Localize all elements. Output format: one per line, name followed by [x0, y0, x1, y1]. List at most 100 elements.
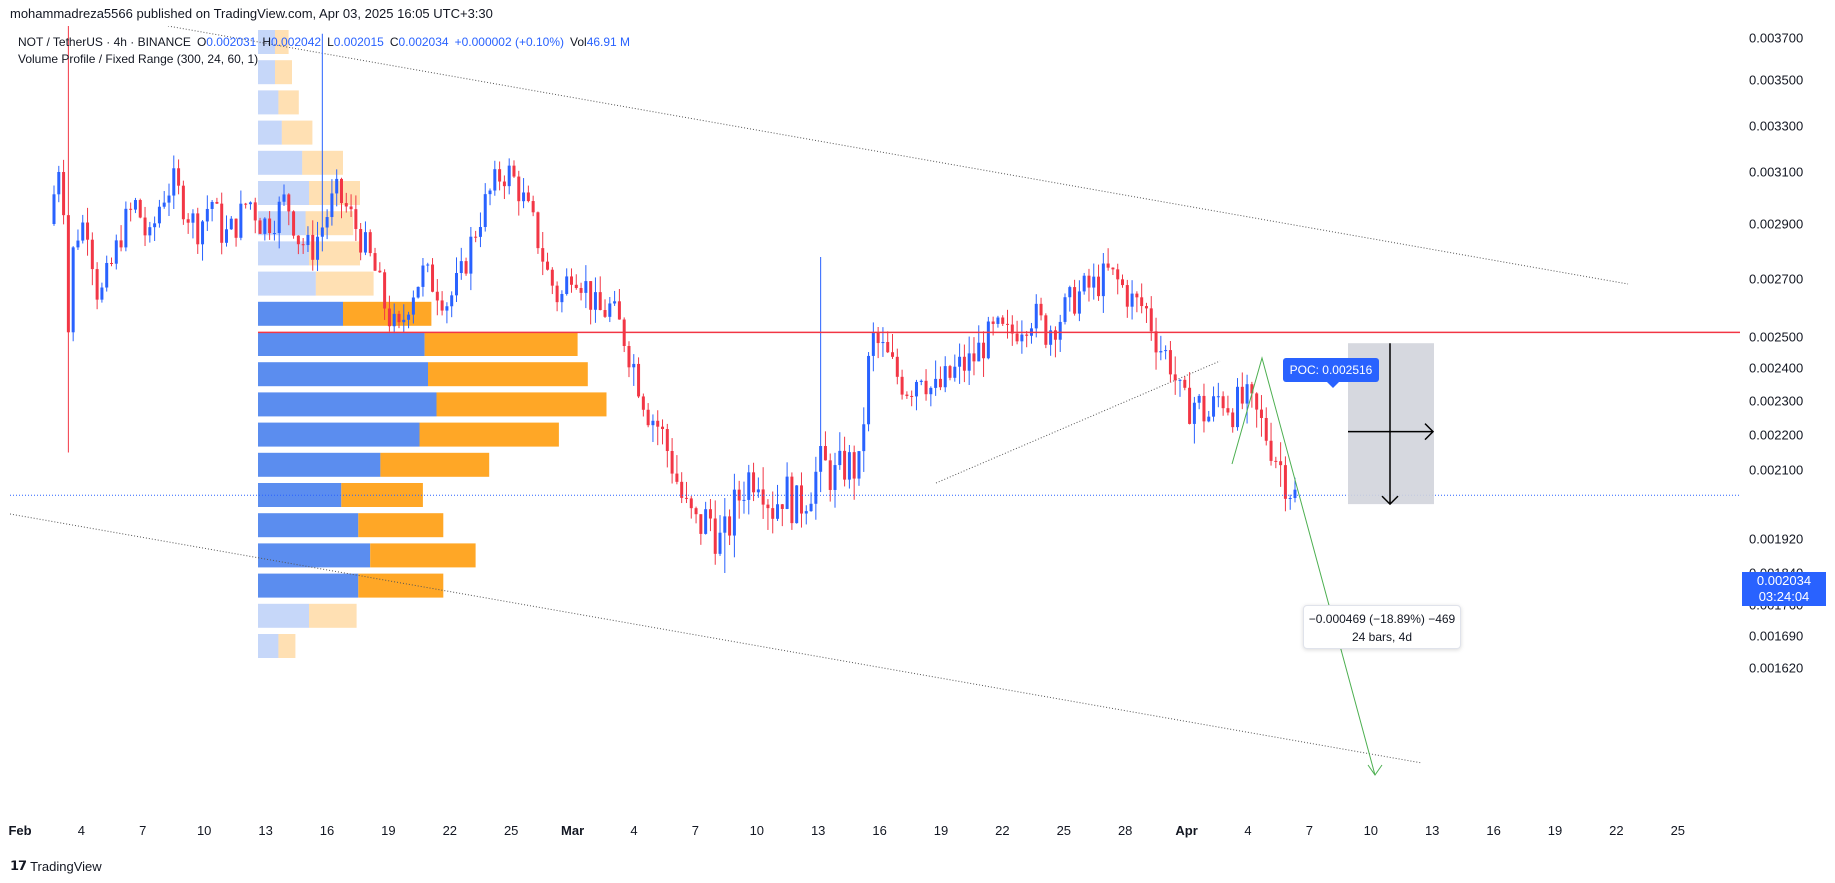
date-tick-label: 19 — [933, 823, 949, 838]
candle-body — [402, 319, 406, 323]
candle-body — [934, 378, 938, 388]
price-tick-label: 0.002100 — [1749, 462, 1804, 478]
tv-logo-icon: 𝟭𝟳 — [10, 858, 27, 873]
volume-profile-down-bar — [275, 30, 289, 54]
candle-body — [196, 213, 200, 245]
price-tick-label: 0.002700 — [1749, 271, 1804, 287]
candle-body — [1135, 293, 1139, 298]
publisher-line: mohammadreza5566 published on TradingVie… — [10, 6, 493, 21]
candle-body — [162, 202, 166, 207]
candle-body — [617, 301, 621, 320]
candle-body — [809, 503, 813, 512]
candle-body — [469, 236, 473, 274]
candle-body — [1092, 276, 1096, 288]
candle-body — [670, 451, 674, 474]
candle-body — [301, 244, 305, 246]
bar-countdown: 03:24:04 — [1758, 589, 1810, 604]
candle-body — [349, 206, 353, 210]
candle-body — [641, 396, 645, 410]
volume-profile-up-bar — [258, 603, 309, 628]
candle-body — [368, 232, 372, 254]
volume-profile-up-bar — [258, 543, 371, 568]
candle-body — [239, 203, 243, 238]
measurement-change: −0.000469 (−18.89%) −469 — [1308, 612, 1456, 626]
candle-body — [363, 232, 367, 253]
legend-indicator[interactable]: Volume Profile / Fixed Range (300, 24, 6… — [18, 52, 259, 66]
candle-body — [1144, 306, 1148, 309]
price-tick-label: 0.001920 — [1749, 531, 1804, 547]
candle-body — [177, 168, 181, 186]
date-tick-label: 13 — [258, 823, 273, 838]
candle-body — [938, 378, 942, 388]
candle-body — [292, 211, 296, 236]
candle-body — [819, 446, 823, 472]
date-tick-label: 28 — [1117, 823, 1133, 838]
volume-profile-down-bar — [419, 422, 559, 447]
candle-body — [541, 248, 545, 262]
candle-body — [488, 190, 492, 195]
lower-trendline — [9, 513, 1423, 764]
candle-body — [684, 497, 688, 499]
volume-profile — [258, 30, 607, 658]
volume-profile-down-bar — [424, 332, 578, 356]
volume-profile-up-bar — [258, 362, 428, 387]
candle-body — [153, 223, 157, 228]
candle-body — [52, 194, 56, 224]
measurement-duration: 24 bars, 4d — [1351, 630, 1413, 644]
volume-profile-up-bar — [258, 422, 420, 447]
legend-vol-label: Vol — [570, 35, 587, 49]
volume-profile-up-bar — [258, 573, 359, 598]
volume-profile-up-bar — [258, 150, 303, 175]
legend-close: 0.002034 — [398, 35, 449, 49]
candle-body — [718, 532, 722, 554]
candle-body — [172, 168, 176, 196]
candle-body — [1207, 416, 1211, 422]
measurement-arrowhead-right — [1424, 423, 1435, 441]
candle-body — [977, 342, 981, 362]
candle-body — [943, 366, 947, 388]
candle-body — [215, 201, 219, 204]
candle-body — [565, 276, 569, 294]
candle-body — [114, 240, 118, 264]
candle-body — [1077, 291, 1081, 314]
candle-body — [1010, 324, 1014, 334]
poc-label: POC: 0.002516 — [1283, 358, 1379, 388]
candle-body — [579, 288, 583, 293]
legend-symbol[interactable]: NOT / TetherUS · 4h · BINANCE — [18, 35, 191, 49]
candle-body — [498, 169, 502, 182]
candlestick-chart[interactable] — [9, 21, 1740, 812]
date-tick-label: 25 — [1670, 823, 1686, 838]
chart-plot-area[interactable] — [9, 21, 1740, 812]
candle-body — [478, 226, 482, 237]
candle-body — [1044, 315, 1048, 345]
candle-body — [234, 218, 238, 238]
volume-profile-down-bar — [358, 573, 444, 598]
candle-body — [459, 261, 463, 274]
candle-body — [507, 165, 511, 187]
candle-body — [282, 194, 286, 202]
candle-body — [1226, 408, 1230, 413]
projection-arrowhead — [1367, 764, 1383, 776]
candle-body — [862, 424, 866, 452]
chart-legend: NOT / TetherUS · 4h · BINANCE O0.002031 … — [18, 34, 630, 68]
date-tick-label: 13 — [810, 823, 826, 838]
candle-body — [574, 284, 578, 289]
candle-body — [871, 332, 875, 356]
candle-body — [876, 332, 880, 344]
legend-change: +0.000002 (+0.10%) — [454, 35, 564, 49]
legend-o-label: O — [196, 35, 207, 49]
candle-body — [1264, 417, 1268, 441]
candle-body — [838, 450, 842, 466]
candle-body — [431, 264, 435, 292]
candle-body — [272, 233, 276, 235]
candle-body — [210, 201, 214, 209]
candle-body — [1283, 465, 1287, 499]
candle-body — [708, 509, 712, 519]
candle-body — [1173, 374, 1177, 381]
candle-body — [843, 450, 847, 480]
candle-body — [354, 209, 358, 230]
candle-body — [464, 261, 468, 274]
candle-body — [411, 297, 415, 315]
candle-body — [828, 460, 832, 490]
candle-body — [512, 165, 516, 177]
